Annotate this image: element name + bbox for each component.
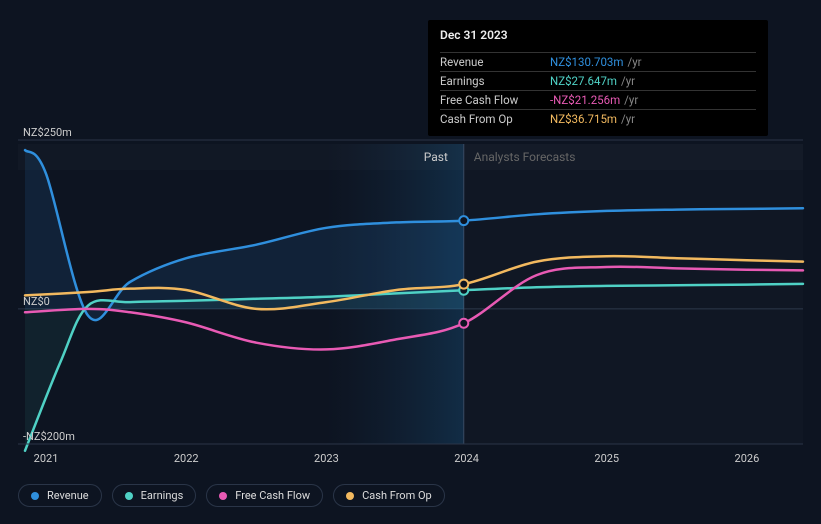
legend-label: Free Cash Flow	[235, 489, 310, 502]
tooltip-title: Dec 31 2023	[440, 28, 756, 48]
marker-cfo	[459, 280, 468, 289]
marker-fcf	[459, 319, 468, 328]
chart-legend: Revenue Earnings Free Cash Flow Cash From O…	[18, 484, 445, 507]
tooltip-row: Cash From OpNZ$36.715m/yr	[440, 109, 756, 128]
tooltip-row-unit: /yr	[621, 74, 635, 88]
x-tick-label: 2021	[34, 452, 59, 465]
tooltip-row-value: -NZ$21.256m	[550, 93, 620, 107]
legend-label: Earnings	[141, 489, 184, 502]
x-tick-label: 2024	[454, 452, 479, 465]
tooltip-row-label: Revenue	[440, 55, 550, 69]
legend-item[interactable]: Earnings	[112, 484, 197, 507]
tooltip-row-unit: /yr	[627, 55, 641, 69]
past-region-label: Past	[424, 150, 448, 164]
legend-item[interactable]: Free Cash Flow	[206, 484, 323, 507]
legend-item[interactable]: Revenue	[18, 484, 102, 507]
tooltip-row-value: NZ$27.647m	[550, 74, 617, 88]
legend-label: Cash From Op	[362, 489, 432, 502]
legend-label: Revenue	[47, 489, 89, 502]
marker-revenue	[459, 216, 468, 225]
tooltip-row-unit: /yr	[624, 93, 638, 107]
legend-swatch	[125, 492, 133, 500]
tooltip-row-label: Free Cash Flow	[440, 93, 550, 107]
data-tooltip: Dec 31 2023 RevenueNZ$130.703m/yrEarning…	[428, 20, 768, 136]
y-tick-label: NZ$250m	[23, 126, 72, 139]
legend-swatch	[31, 492, 39, 500]
tooltip-row: EarningsNZ$27.647m/yr	[440, 71, 756, 90]
tooltip-row-value: NZ$36.715m	[550, 112, 617, 126]
legend-item[interactable]: Cash From Op	[333, 484, 445, 507]
legend-swatch	[219, 492, 227, 500]
x-tick-label: 2026	[735, 452, 760, 465]
tooltip-row-label: Earnings	[440, 74, 550, 88]
x-tick-label: 2022	[174, 452, 199, 465]
chart-container: NZ$250m NZ$0 -NZ$200m 2021 2022 2023 2024 2025…	[0, 0, 821, 524]
legend-swatch	[346, 492, 354, 500]
tooltip-row-unit: /yr	[621, 112, 635, 126]
y-tick-label: NZ$0	[23, 295, 50, 308]
x-tick-label: 2023	[314, 452, 339, 465]
tooltip-row-value: NZ$130.703m	[550, 55, 623, 69]
x-tick-label: 2025	[594, 452, 619, 465]
tooltip-row-label: Cash From Op	[440, 112, 550, 126]
forecast-region-label: Analysts Forecasts	[474, 150, 576, 164]
tooltip-row: Free Cash Flow-NZ$21.256m/yr	[440, 90, 756, 109]
y-tick-label: -NZ$200m	[23, 430, 75, 443]
tooltip-row: RevenueNZ$130.703m/yr	[440, 52, 756, 71]
